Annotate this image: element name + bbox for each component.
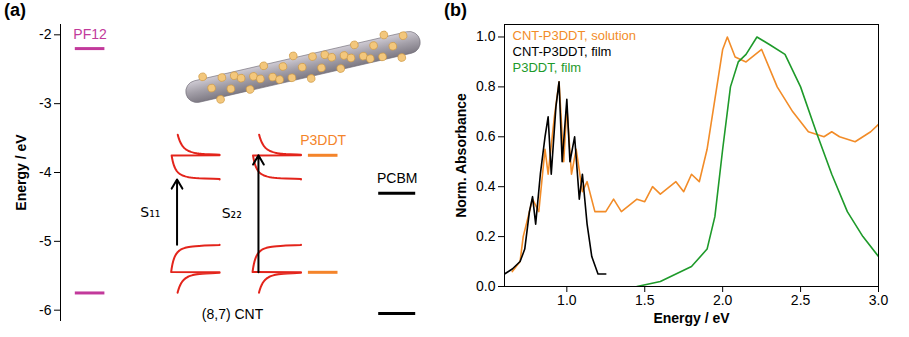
- svg-text:0.8: 0.8: [476, 78, 496, 94]
- svg-text:P3DDT, film: P3DDT, film: [513, 60, 582, 75]
- svg-text:0.4: 0.4: [476, 178, 496, 194]
- svg-text:0.2: 0.2: [476, 228, 496, 244]
- svg-text:-5: -5: [39, 233, 52, 249]
- svg-text:2.5: 2.5: [791, 292, 811, 308]
- svg-text:-2: -2: [39, 26, 52, 42]
- svg-text:Energy / eV: Energy / eV: [653, 310, 730, 326]
- svg-text:1.0: 1.0: [557, 292, 577, 308]
- svg-text:CNT-P3DDT, solution: CNT-P3DDT, solution: [513, 28, 637, 43]
- svg-text:P3DDT: P3DDT: [300, 132, 346, 148]
- svg-text:0.0: 0.0: [476, 278, 496, 294]
- svg-text:PF12: PF12: [73, 26, 107, 42]
- svg-text:3.0: 3.0: [869, 292, 889, 308]
- svg-text:-4: -4: [39, 164, 52, 180]
- html-text:(b): (b): [444, 0, 467, 20]
- svg-text:S₁₁: S₁₁: [140, 204, 160, 220]
- svg-text:-6: -6: [39, 302, 52, 318]
- svg-text:Norm. Absorbance: Norm. Absorbance: [453, 93, 469, 218]
- svg-text:Energy / eV: Energy / eV: [13, 134, 29, 211]
- svg-text:1.0: 1.0: [476, 28, 496, 44]
- svg-text:0.6: 0.6: [476, 128, 496, 144]
- svg-text:CNT-P3DDT, film: CNT-P3DDT, film: [513, 44, 612, 59]
- svg-text:S₂₂: S₂₂: [222, 205, 242, 221]
- svg-text:(8,7) CNT: (8,7) CNT: [202, 306, 264, 322]
- svg-text:2.0: 2.0: [713, 292, 733, 308]
- svg-text:1.5: 1.5: [635, 292, 655, 308]
- html-text:(a): (a): [4, 0, 26, 20]
- svg-text:PCBM: PCBM: [377, 170, 417, 186]
- svg-text:-3: -3: [39, 95, 52, 111]
